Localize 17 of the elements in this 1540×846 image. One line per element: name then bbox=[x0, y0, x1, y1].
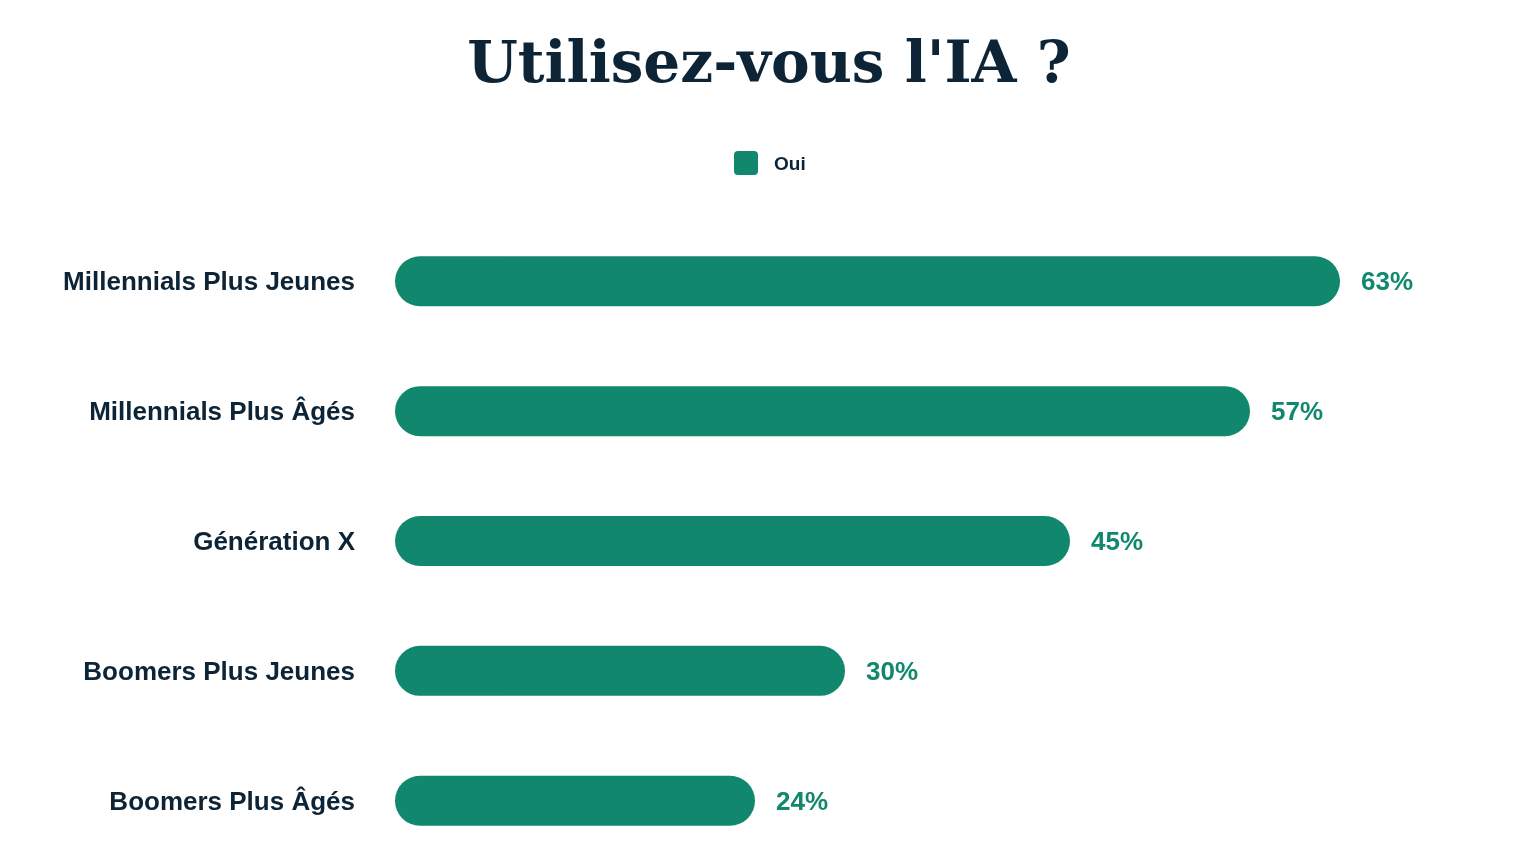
bar bbox=[395, 775, 755, 826]
bar bbox=[395, 516, 1070, 566]
bar bbox=[395, 256, 1340, 307]
chart-title: Utilisez-vous l'IA ? bbox=[467, 28, 1071, 96]
y-tick-label: Boomers Plus Âgés bbox=[109, 785, 355, 816]
y-tick-label: Millennials Plus Âgés bbox=[89, 396, 355, 427]
y-tick-label: Millennials Plus Jeunes bbox=[63, 266, 355, 297]
data-label: 24% bbox=[776, 785, 829, 816]
y-tick-label: Boomers Plus Jeunes bbox=[83, 655, 355, 686]
data-label: 30% bbox=[866, 655, 919, 686]
legend-label: Oui bbox=[774, 152, 806, 174]
bar bbox=[395, 386, 1250, 437]
data-label: 63% bbox=[1361, 266, 1414, 297]
data-label: 57% bbox=[1271, 396, 1324, 427]
data-label: 45% bbox=[1091, 526, 1144, 557]
y-tick-label: Génération X bbox=[193, 526, 356, 557]
bar bbox=[395, 645, 845, 696]
